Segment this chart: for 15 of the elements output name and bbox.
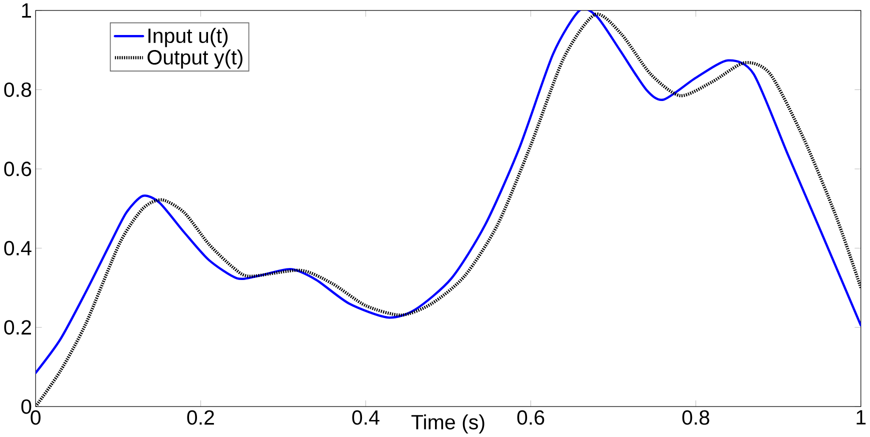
x-tick-label: 0.2 <box>187 410 214 425</box>
y-tick-label: 0.2 <box>4 320 31 335</box>
y-tick-label: 0.4 <box>4 240 32 256</box>
legend-label: Input u(t) <box>148 28 228 48</box>
x-tick-label: 1 <box>856 410 866 424</box>
y-tick-label: 1 <box>22 3 31 18</box>
y-tick-label: 0 <box>21 399 32 414</box>
x-tick-label: 0.4 <box>352 410 380 425</box>
x-axis-title: Time (s) <box>411 414 484 434</box>
legend-label: Output y(t) <box>148 50 242 69</box>
x-tick-label: 0.6 <box>517 410 544 425</box>
x-tick-label: 0 <box>30 410 41 425</box>
y-tick-label: 0.8 <box>4 82 32 98</box>
x-tick-label: 0.8 <box>682 410 710 425</box>
y-tick-label: 0.6 <box>4 162 32 176</box>
